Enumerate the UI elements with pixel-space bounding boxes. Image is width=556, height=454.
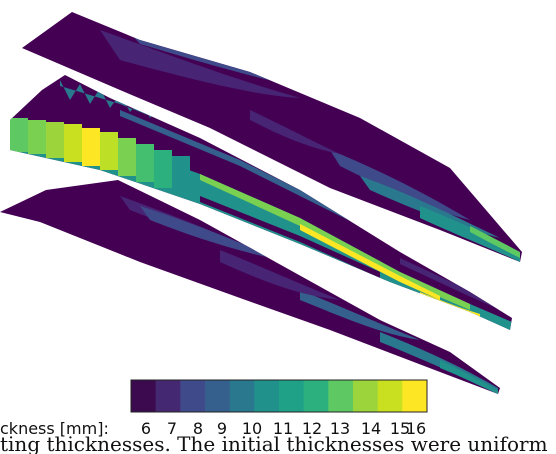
colorbar-cell: [155, 380, 181, 412]
colorbar-cell: [180, 380, 206, 412]
colorbar-frame: [130, 379, 428, 413]
colorbar-cells: [131, 380, 428, 412]
blade-middle-cell: [172, 156, 190, 194]
caption-fragment: ting thicknesses. The initial thicknesse…: [0, 434, 548, 454]
colorbar-cell: [279, 380, 305, 412]
colorbar-tick-label: 14: [361, 419, 381, 438]
blade-middle-band: [400, 258, 500, 310]
blade-middle-band: [200, 196, 380, 278]
colorbar-tick-label: 15: [390, 419, 410, 438]
colorbar-cell: [328, 380, 354, 412]
blade-middle-cell: [46, 122, 64, 158]
colorbar-cell: [229, 380, 255, 412]
blade-top-band: [330, 150, 470, 220]
blade-middle-cell: [154, 150, 172, 188]
blade-middle-cell: [82, 128, 100, 166]
blade-bottom-band: [300, 290, 420, 340]
colorbar-cell: [402, 380, 428, 412]
blade-bottom-band: [140, 206, 280, 260]
colorbar-cell: [254, 380, 280, 412]
blade-middle-cell: [28, 120, 46, 154]
colorbar-tick-label: 11: [273, 419, 293, 438]
blade-middle-band: [300, 224, 440, 300]
colorbar-tick-label: 16: [406, 419, 426, 438]
blade-middle-band: [120, 110, 470, 286]
blade-top-band: [470, 226, 520, 258]
colorbar-cell: [353, 380, 379, 412]
colorbar-tick-label: 10: [242, 419, 262, 438]
colorbar-cell: [131, 380, 157, 412]
blade-top-band: [100, 30, 300, 98]
colorbar-cell: [377, 380, 403, 412]
blade-top-band: [420, 206, 520, 262]
colorbar-cell: [303, 380, 329, 412]
blade-middle-band: [200, 174, 470, 310]
blade-middle-cell: [10, 118, 28, 152]
blade-bottom-band: [220, 250, 340, 300]
colorbar-tick-label: 8: [193, 419, 203, 438]
blade-middle-cell: [64, 124, 82, 162]
colorbar-label: ckness [mm]:: [0, 419, 109, 438]
blade-middle: [10, 75, 512, 330]
blade-bottom-band: [440, 360, 498, 394]
colorbar-tick-label: 6: [141, 419, 151, 438]
colorbar-tick-label: 9: [217, 419, 227, 438]
blade-middle-cell: [136, 144, 154, 182]
blade-bottom: [0, 180, 500, 394]
colorbar-tick-label: 13: [330, 419, 350, 438]
blade-middle-cell: [118, 138, 136, 176]
colorbar-tick-label: 12: [302, 419, 322, 438]
colorbar-cell: [205, 380, 231, 412]
colorbar-tick-label: 7: [167, 419, 177, 438]
blade-bottom-surface: [0, 180, 500, 394]
blade-top-band: [360, 176, 500, 238]
blade-middle-cell: [100, 132, 118, 170]
blade-top-band: [250, 110, 340, 154]
